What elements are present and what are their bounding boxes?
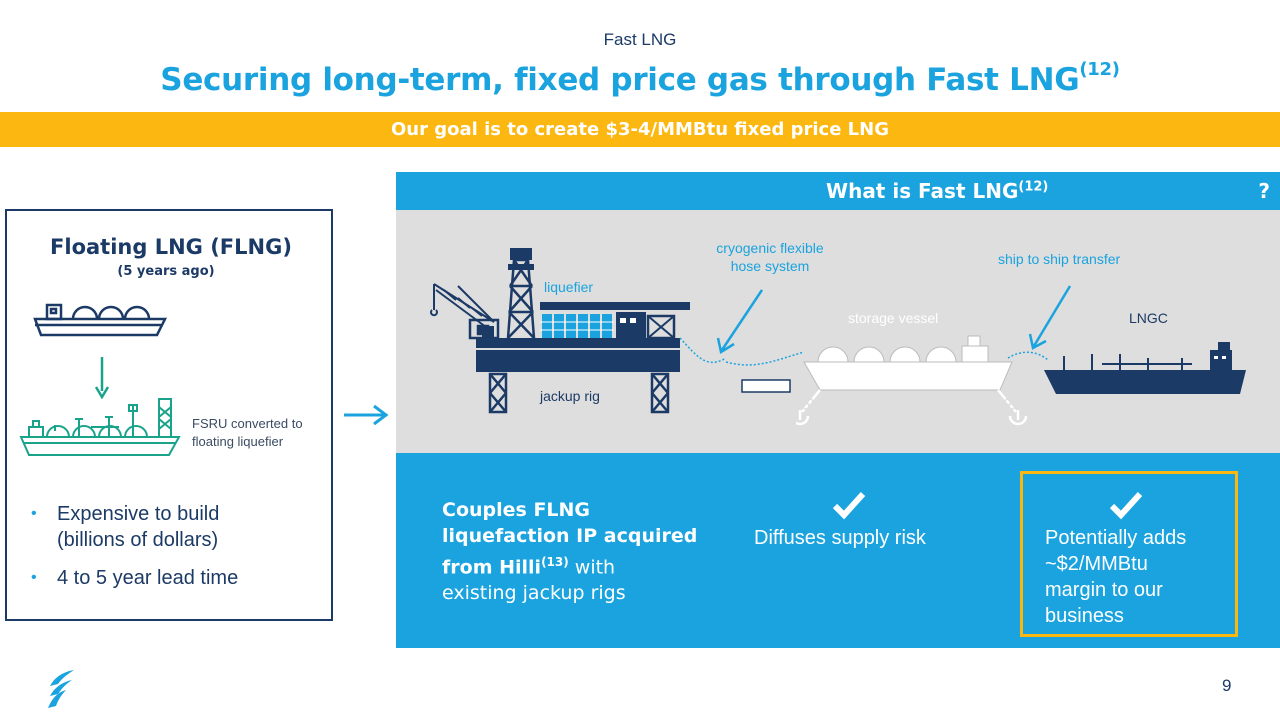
fast-lng-header: What is Fast LNG(12)? [396, 172, 1280, 210]
flng-panel: Floating LNG (FLNG) (5 years ago) [5, 209, 333, 621]
bullet-line: (billions of dollars) [57, 529, 219, 551]
storage-vessel-label: storage vessel [848, 310, 939, 326]
couples-line3: from Hilli(13) with [442, 549, 702, 580]
cryogenic-hose-label-line1: cryogenic flexible [716, 240, 824, 256]
flng-subtitle: (5 years ago) [117, 264, 215, 279]
couples-hilli: from Hilli [442, 556, 542, 579]
couples-line4: existing jackup rigs [442, 582, 626, 605]
adds-line1: Potentially adds [1045, 527, 1187, 549]
section-label: Fast LNG [603, 30, 677, 49]
couples-with: with [568, 556, 616, 579]
highlight-box [1020, 471, 1238, 637]
cryogenic-hose-label: cryogenic flexible hose system [696, 239, 844, 275]
adds-line4: business [1045, 605, 1124, 627]
bullet-item: Expensive to build (billions of dollars) [31, 501, 238, 553]
adds-line3: margin to our [1045, 579, 1163, 601]
bullet-line: Expensive to build [57, 503, 220, 525]
hose-system-graphic [679, 285, 1072, 393]
diffuses-risk-text: Diffuses supply risk [754, 527, 926, 549]
fsru-label: FSRU converted to floating liquefier [192, 415, 303, 451]
goal-banner: Our goal is to create $3-4/MMBtu fixed p… [0, 112, 1280, 147]
lngc-carrier-icon [1044, 342, 1246, 394]
fast-lng-diagram: liquefier jackup rig cryogenic flexible … [396, 210, 1280, 453]
fast-lng-heading: What is Fast LNG(12)? [406, 179, 1270, 203]
fast-lng-heading-text: What is Fast LNG [826, 179, 1019, 203]
lngc-label: LNGC [1129, 310, 1168, 326]
jackup-rig-label: jackup rig [540, 388, 600, 404]
adds-line2: ~$2/MMBtu [1045, 553, 1148, 575]
benefits-panel: Couples FLNG liquefaction IP acquired fr… [396, 453, 1280, 648]
margin-benefit-text: Potentially adds ~$2/MMBtu margin to our… [1045, 525, 1235, 629]
arrow-down-icon [94, 357, 110, 399]
fsru-label-line2: floating liquefier [192, 434, 284, 449]
page-title: Securing long-term, fixed price gas thro… [0, 58, 1280, 98]
fsru-label-line1: FSRU converted to [192, 416, 303, 431]
page-title-text: Securing long-term, fixed price gas thro… [160, 62, 1080, 98]
flng-title: Floating LNG (FLNG) [50, 235, 292, 259]
page-number: 9 [1222, 676, 1232, 695]
title-footnote: (12) [1079, 58, 1120, 80]
storage-vessel-icon [796, 335, 1028, 426]
checkmark-icon [832, 491, 866, 520]
flng-bullets: Expensive to build (billions of dollars)… [31, 501, 238, 603]
jackup-rig-icon [430, 248, 690, 414]
company-logo-icon [48, 670, 74, 708]
couples-line1: Couples FLNG [442, 499, 591, 521]
liquefier-label: liquefier [544, 279, 594, 295]
goal-text: Our goal is to create $3-4/MMBtu fixed p… [390, 119, 889, 140]
cargo-ship-icon [33, 303, 168, 337]
fast-lng-footnote: (12) [1018, 179, 1049, 195]
cryogenic-hose-label-line2: hose system [730, 258, 810, 274]
couples-line2: liquefaction IP acquired [442, 525, 698, 547]
bullet-item: 4 to 5 year lead time [31, 565, 238, 591]
ship-transfer-label: ship to ship transfer [998, 251, 1121, 267]
fsru-vessel-icon [19, 398, 181, 456]
couples-flng-text: Couples FLNG liquefaction IP acquired fr… [442, 497, 702, 606]
couples-footnote: (13) [541, 555, 569, 569]
fast-lng-heading-suffix: ? [1258, 179, 1270, 203]
checkmark-icon [1109, 491, 1143, 520]
arrow-right-icon [344, 404, 389, 426]
